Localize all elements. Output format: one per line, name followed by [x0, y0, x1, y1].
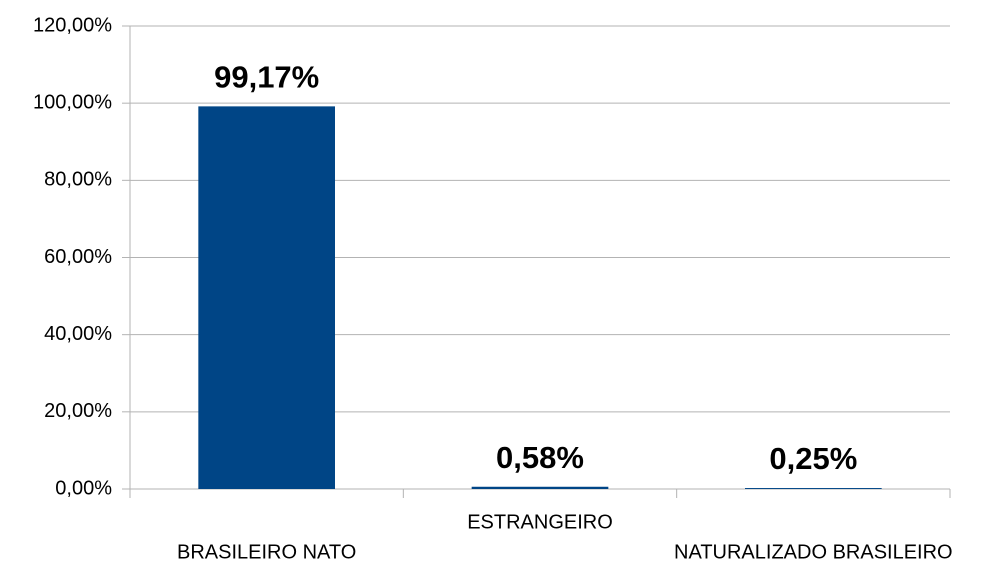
value-label: 0,58% [496, 440, 584, 475]
value-label: 99,17% [214, 60, 319, 95]
x-tick-label: NATURALIZADO BRASILEIRO [674, 541, 953, 563]
value-label: 0,25% [769, 441, 857, 476]
x-tick-label: BRASILEIRO NATO [177, 541, 356, 563]
y-tick-label: 0,00% [55, 477, 112, 499]
y-tick-label: 40,00% [44, 323, 112, 345]
y-tick-label: 120,00% [33, 14, 112, 36]
y-tick-label: 80,00% [44, 169, 112, 191]
bar [198, 106, 335, 489]
bar [745, 488, 882, 489]
y-tick-label: 100,00% [33, 91, 112, 113]
y-tick-label: 20,00% [44, 400, 112, 422]
y-tick-label: 60,00% [44, 246, 112, 268]
bar [471, 486, 609, 489]
x-tick-label: ESTRANGEIRO [467, 511, 613, 533]
